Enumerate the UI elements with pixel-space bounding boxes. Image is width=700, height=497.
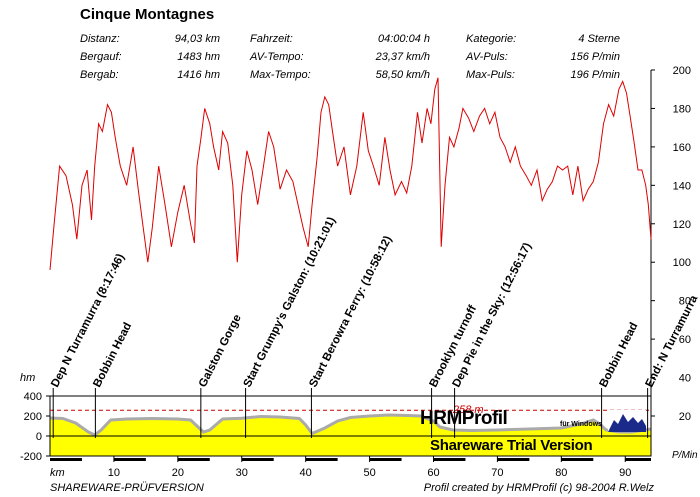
hr-tick-label: 180 bbox=[673, 103, 691, 115]
x-tick-label: 50 bbox=[363, 467, 375, 479]
waypoint-label: Bobbin Head bbox=[91, 321, 134, 390]
waypoint-label: Galston Gorge bbox=[197, 313, 244, 390]
altitude-tick-label: -200 bbox=[20, 451, 42, 463]
x-tick-label: 10 bbox=[108, 467, 120, 479]
x-tick-label: 90 bbox=[619, 467, 631, 479]
logo-subtitle: für Windows bbox=[560, 421, 602, 428]
km-strip-segment bbox=[561, 458, 594, 461]
shareware-footer: SHAREWARE-PRÜFVERSION bbox=[50, 482, 204, 494]
x-tick-label: 80 bbox=[555, 467, 567, 479]
waypoint-label: Dep N Turramurra (8:17:46) bbox=[49, 252, 127, 390]
altitude-tick-label: 400 bbox=[24, 391, 42, 403]
hr-tick-label: 120 bbox=[673, 219, 691, 231]
stat-label: Bergauf: bbox=[80, 51, 122, 63]
hr-tick-label: 80 bbox=[679, 296, 691, 308]
logo-trial-text: Shareware Trial Version bbox=[430, 437, 593, 454]
stat-value: 156 P/min bbox=[570, 51, 620, 63]
hr-tick-label: 160 bbox=[673, 142, 691, 154]
credits-footer: Profil created by HRMProfil (c) 98-2004 … bbox=[423, 482, 654, 494]
km-strip-segment bbox=[433, 458, 466, 461]
stat-label: Kategorie: bbox=[466, 33, 517, 45]
hr-tick-label: 200 bbox=[673, 65, 691, 77]
km-strip-segment bbox=[369, 458, 402, 461]
altitude-line bbox=[49, 413, 652, 437]
waypoint-label: End: N Turramurra bbox=[644, 293, 700, 389]
x-tick-label: 20 bbox=[172, 467, 184, 479]
stat-label: Distanz: bbox=[80, 33, 120, 45]
altitude-tick-label: 200 bbox=[24, 411, 42, 423]
stat-value: 58,50 km/h bbox=[375, 69, 430, 81]
waypoint-label: Bobbin Head bbox=[598, 321, 641, 390]
logo-title: HRMProfil bbox=[420, 408, 508, 429]
hr-axis-label: P/Min bbox=[672, 450, 698, 461]
stat-value: 196 P/min bbox=[570, 69, 620, 81]
km-strip-segment bbox=[625, 458, 651, 461]
stat-value: 04:00:04 h bbox=[378, 33, 430, 45]
km-strip-segment bbox=[177, 458, 210, 461]
hr-tick-label: 40 bbox=[679, 373, 691, 385]
stat-value: 1416 hm bbox=[177, 69, 220, 81]
stat-value: 23,37 km/h bbox=[375, 51, 430, 63]
km-strip-segment bbox=[497, 458, 530, 461]
hr-tick-label: 100 bbox=[673, 257, 691, 269]
mountain-logo-icon bbox=[608, 410, 646, 432]
altitude-tick-label: 0 bbox=[36, 431, 42, 443]
x-tick-label: 40 bbox=[300, 467, 312, 479]
km-strip-segment bbox=[305, 458, 338, 461]
altitude-axis-label: hm bbox=[20, 372, 35, 384]
km-strip-segment bbox=[241, 458, 274, 461]
stat-value: 4 Sterne bbox=[578, 33, 620, 45]
hrmprofil-logo: HRMProfil für Windows Shareware Trial Ve… bbox=[418, 408, 646, 458]
waypoint-label: Start Berowra Ferry: (10:58:12) bbox=[307, 234, 394, 389]
stat-label: Max-Tempo: bbox=[250, 69, 311, 81]
hr-tick-label: 140 bbox=[673, 180, 691, 192]
x-axis-label: km bbox=[50, 467, 65, 479]
heart-rate-line bbox=[49, 77, 652, 270]
stat-label: AV-Tempo: bbox=[250, 51, 304, 63]
stat-value: 94,03 km bbox=[174, 33, 220, 45]
chart-title: Cinque Montagnes bbox=[80, 6, 215, 23]
stat-label: AV-Puls: bbox=[466, 51, 508, 63]
stat-label: Bergab: bbox=[80, 69, 119, 81]
stat-label: Fahrzeit: bbox=[250, 33, 293, 45]
x-tick-label: 30 bbox=[236, 467, 248, 479]
stat-value: 1483 hm bbox=[177, 51, 220, 63]
altitude-max-label: 258 m bbox=[452, 404, 484, 416]
stat-label: Max-Puls: bbox=[466, 69, 515, 81]
km-strip-segment bbox=[50, 458, 82, 461]
x-tick-label: 60 bbox=[427, 467, 439, 479]
km-strip-segment bbox=[113, 458, 146, 461]
x-tick-label: 70 bbox=[491, 467, 503, 479]
hr-tick-label: 20 bbox=[679, 411, 691, 423]
hr-tick-label: 60 bbox=[679, 334, 691, 346]
